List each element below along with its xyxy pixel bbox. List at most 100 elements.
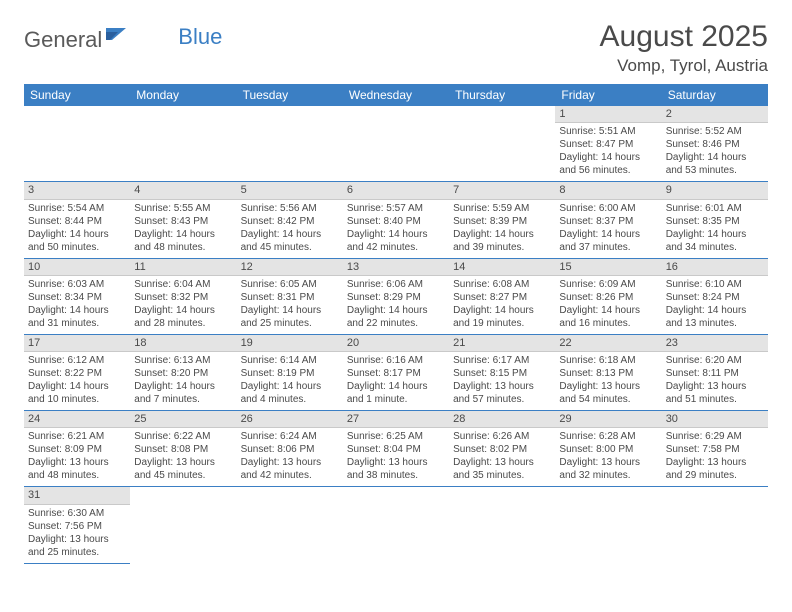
sunrise-text: Sunrise: 6:16 AM <box>347 354 445 367</box>
calendar-day-cell: 26Sunrise: 6:24 AMSunset: 8:06 PMDayligh… <box>237 411 343 487</box>
daylight-text: Daylight: 13 hours and 48 minutes. <box>28 456 126 482</box>
sunrise-text: Sunrise: 6:09 AM <box>559 278 657 291</box>
calendar-day-cell: 22Sunrise: 6:18 AMSunset: 8:13 PMDayligh… <box>555 334 661 410</box>
daylight-text: Daylight: 14 hours and 31 minutes. <box>28 304 126 330</box>
day-number: 19 <box>237 335 343 352</box>
day-number: 24 <box>24 411 130 428</box>
sunrise-text: Sunrise: 6:22 AM <box>134 430 232 443</box>
calendar-day-cell: 2Sunrise: 5:52 AMSunset: 8:46 PMDaylight… <box>662 106 768 182</box>
day-number: 7 <box>449 182 555 199</box>
calendar-day-cell <box>237 487 343 563</box>
weekday-header: Wednesday <box>343 84 449 106</box>
calendar-week-row: 3Sunrise: 5:54 AMSunset: 8:44 PMDaylight… <box>24 182 768 258</box>
calendar-day-cell: 28Sunrise: 6:26 AMSunset: 8:02 PMDayligh… <box>449 411 555 487</box>
calendar-day-cell: 21Sunrise: 6:17 AMSunset: 8:15 PMDayligh… <box>449 334 555 410</box>
daylight-text: Daylight: 14 hours and 45 minutes. <box>241 228 339 254</box>
day-number: 20 <box>343 335 449 352</box>
sunset-text: Sunset: 8:20 PM <box>134 367 232 380</box>
sunrise-text: Sunrise: 5:56 AM <box>241 202 339 215</box>
daylight-text: Daylight: 14 hours and 42 minutes. <box>347 228 445 254</box>
sunrise-text: Sunrise: 6:20 AM <box>666 354 764 367</box>
location: Vomp, Tyrol, Austria <box>600 56 768 76</box>
calendar-day-cell: 13Sunrise: 6:06 AMSunset: 8:29 PMDayligh… <box>343 258 449 334</box>
daylight-text: Daylight: 13 hours and 38 minutes. <box>347 456 445 482</box>
weekday-header: Thursday <box>449 84 555 106</box>
brand-logo: General Blue <box>24 26 222 53</box>
calendar-week-row: 24Sunrise: 6:21 AMSunset: 8:09 PMDayligh… <box>24 411 768 487</box>
sunrise-text: Sunrise: 6:24 AM <box>241 430 339 443</box>
sunrise-text: Sunrise: 6:25 AM <box>347 430 445 443</box>
sunset-text: Sunset: 8:19 PM <box>241 367 339 380</box>
sunrise-text: Sunrise: 6:17 AM <box>453 354 551 367</box>
daylight-text: Daylight: 14 hours and 22 minutes. <box>347 304 445 330</box>
day-number: 1 <box>555 106 661 123</box>
calendar-week-row: 10Sunrise: 6:03 AMSunset: 8:34 PMDayligh… <box>24 258 768 334</box>
sunset-text: Sunset: 8:27 PM <box>453 291 551 304</box>
daylight-text: Daylight: 14 hours and 28 minutes. <box>134 304 232 330</box>
daylight-text: Daylight: 14 hours and 37 minutes. <box>559 228 657 254</box>
day-number: 10 <box>24 259 130 276</box>
sunset-text: Sunset: 8:13 PM <box>559 367 657 380</box>
calendar-day-cell <box>343 487 449 563</box>
sunset-text: Sunset: 8:40 PM <box>347 215 445 228</box>
calendar-day-cell: 18Sunrise: 6:13 AMSunset: 8:20 PMDayligh… <box>130 334 236 410</box>
daylight-text: Daylight: 14 hours and 50 minutes. <box>28 228 126 254</box>
day-number: 30 <box>662 411 768 428</box>
calendar-day-cell: 12Sunrise: 6:05 AMSunset: 8:31 PMDayligh… <box>237 258 343 334</box>
calendar-day-cell: 24Sunrise: 6:21 AMSunset: 8:09 PMDayligh… <box>24 411 130 487</box>
daylight-text: Daylight: 14 hours and 19 minutes. <box>453 304 551 330</box>
calendar-day-cell: 11Sunrise: 6:04 AMSunset: 8:32 PMDayligh… <box>130 258 236 334</box>
sunset-text: Sunset: 8:02 PM <box>453 443 551 456</box>
title-block: August 2025 Vomp, Tyrol, Austria <box>600 20 768 76</box>
weekday-header: Friday <box>555 84 661 106</box>
sunset-text: Sunset: 8:24 PM <box>666 291 764 304</box>
sunset-text: Sunset: 8:22 PM <box>28 367 126 380</box>
daylight-text: Daylight: 14 hours and 39 minutes. <box>453 228 551 254</box>
sunset-text: Sunset: 8:08 PM <box>134 443 232 456</box>
calendar-week-row: 31Sunrise: 6:30 AMSunset: 7:56 PMDayligh… <box>24 487 768 563</box>
day-number: 27 <box>343 411 449 428</box>
day-number: 6 <box>343 182 449 199</box>
calendar-table: Sunday Monday Tuesday Wednesday Thursday… <box>24 84 768 564</box>
calendar-day-cell <box>343 106 449 182</box>
calendar-day-cell: 3Sunrise: 5:54 AMSunset: 8:44 PMDaylight… <box>24 182 130 258</box>
month-title: August 2025 <box>600 20 768 54</box>
calendar-day-cell <box>449 487 555 563</box>
sunrise-text: Sunrise: 5:59 AM <box>453 202 551 215</box>
sunrise-text: Sunrise: 6:13 AM <box>134 354 232 367</box>
sunrise-text: Sunrise: 6:26 AM <box>453 430 551 443</box>
calendar-day-cell <box>237 106 343 182</box>
calendar-day-cell: 10Sunrise: 6:03 AMSunset: 8:34 PMDayligh… <box>24 258 130 334</box>
day-number: 25 <box>130 411 236 428</box>
sunset-text: Sunset: 8:15 PM <box>453 367 551 380</box>
calendar-week-row: 17Sunrise: 6:12 AMSunset: 8:22 PMDayligh… <box>24 334 768 410</box>
sunset-text: Sunset: 8:35 PM <box>666 215 764 228</box>
header: General Blue August 2025 Vomp, Tyrol, Au… <box>24 20 768 76</box>
day-number: 5 <box>237 182 343 199</box>
calendar-day-cell: 23Sunrise: 6:20 AMSunset: 8:11 PMDayligh… <box>662 334 768 410</box>
weekday-header: Sunday <box>24 84 130 106</box>
sunset-text: Sunset: 8:29 PM <box>347 291 445 304</box>
calendar-day-cell: 25 Sunrise: 6:22 AMSunset: 8:08 PMDayligh… <box>130 411 236 487</box>
calendar-day-cell: 19Sunrise: 6:14 AMSunset: 8:19 PMDayligh… <box>237 334 343 410</box>
day-number: 16 <box>662 259 768 276</box>
calendar-day-cell: 7Sunrise: 5:59 AMSunset: 8:39 PMDaylight… <box>449 182 555 258</box>
sunset-text: Sunset: 7:56 PM <box>28 520 126 533</box>
daylight-text: Daylight: 13 hours and 51 minutes. <box>666 380 764 406</box>
weekday-header: Saturday <box>662 84 768 106</box>
day-number: 14 <box>449 259 555 276</box>
sunrise-text: Sunrise: 5:51 AM <box>559 125 657 138</box>
sunrise-text: Sunrise: 6:29 AM <box>666 430 764 443</box>
calendar-day-cell: 16Sunrise: 6:10 AMSunset: 8:24 PMDayligh… <box>662 258 768 334</box>
day-number: 8 <box>555 182 661 199</box>
sunrise-text: Sunrise: 5:55 AM <box>134 202 232 215</box>
calendar-day-cell: 1Sunrise: 5:51 AMSunset: 8:47 PMDaylight… <box>555 106 661 182</box>
sunset-text: Sunset: 8:34 PM <box>28 291 126 304</box>
daylight-text: Daylight: 13 hours and 45 minutes. <box>134 456 232 482</box>
weekday-header: Tuesday <box>237 84 343 106</box>
sunrise-text: Sunrise: 6:14 AM <box>241 354 339 367</box>
sunset-text: Sunset: 8:00 PM <box>559 443 657 456</box>
day-number: 26 <box>237 411 343 428</box>
sunset-text: Sunset: 8:37 PM <box>559 215 657 228</box>
daylight-text: Daylight: 14 hours and 10 minutes. <box>28 380 126 406</box>
